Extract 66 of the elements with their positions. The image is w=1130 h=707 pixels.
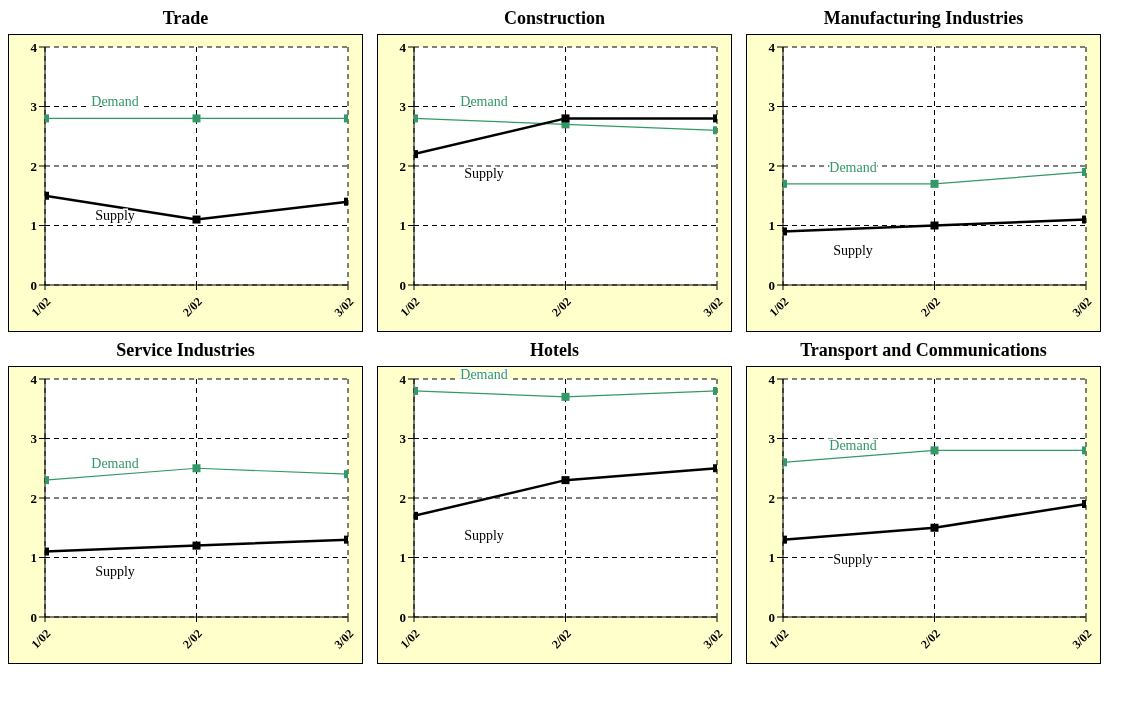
series-label: Demand bbox=[91, 456, 139, 472]
y-tick-label: 3 bbox=[30, 99, 38, 115]
series-label: Supply bbox=[95, 207, 135, 223]
chart-title: Trade bbox=[161, 8, 210, 30]
y-tick-label: 3 bbox=[30, 431, 38, 447]
x-tick-label: 3/02 bbox=[700, 294, 726, 320]
x-tick-label: 1/02 bbox=[766, 294, 792, 320]
y-tick-label: 0 bbox=[399, 609, 406, 625]
x-tick-label: 2/02 bbox=[179, 294, 205, 320]
y-tick-label: 4 bbox=[399, 371, 407, 387]
y-tick-label: 3 bbox=[399, 99, 407, 115]
y-tick-label: 0 bbox=[768, 609, 775, 625]
x-tick-label: 1/02 bbox=[28, 626, 54, 652]
y-tick-label: 0 bbox=[768, 277, 775, 293]
chart-title: Service Industries bbox=[115, 340, 256, 362]
chart-title: Construction bbox=[503, 8, 606, 30]
x-tick-label: 2/02 bbox=[548, 626, 574, 652]
y-tick-label: 4 bbox=[399, 39, 407, 55]
chart-title: Transport and Communications bbox=[799, 340, 1048, 362]
series-label: Demand bbox=[460, 366, 508, 382]
y-tick-label: 3 bbox=[399, 431, 407, 447]
x-tick-label: 1/02 bbox=[397, 294, 423, 320]
y-tick-label: 0 bbox=[30, 277, 37, 293]
y-tick-label: 1 bbox=[399, 218, 406, 234]
y-tick-label: 1 bbox=[768, 550, 775, 566]
series-label: Supply bbox=[464, 527, 504, 543]
y-tick-label: 1 bbox=[30, 550, 37, 566]
x-tick-label: 3/02 bbox=[331, 626, 357, 652]
chart-title: Manufacturing Industries bbox=[822, 8, 1025, 30]
x-tick-label: 3/02 bbox=[1069, 294, 1095, 320]
y-tick-label: 4 bbox=[30, 371, 38, 387]
y-tick-label: 1 bbox=[399, 550, 406, 566]
series-label: Supply bbox=[464, 166, 504, 182]
y-tick-label: 2 bbox=[399, 490, 406, 506]
x-tick-label: 3/02 bbox=[700, 626, 726, 652]
y-tick-label: 4 bbox=[768, 39, 776, 55]
x-tick-label: 3/02 bbox=[331, 294, 357, 320]
x-tick-label: 2/02 bbox=[548, 294, 574, 320]
y-tick-label: 2 bbox=[768, 490, 775, 506]
series-label: Demand bbox=[460, 94, 508, 110]
x-tick-label: 3/02 bbox=[1069, 626, 1095, 652]
y-tick-label: 0 bbox=[399, 277, 406, 293]
y-tick-label: 0 bbox=[30, 609, 37, 625]
x-tick-label: 2/02 bbox=[917, 294, 943, 320]
y-tick-label: 2 bbox=[768, 158, 775, 174]
y-tick-label: 4 bbox=[768, 371, 776, 387]
x-tick-label: 1/02 bbox=[766, 626, 792, 652]
series-label: Demand bbox=[829, 438, 877, 454]
series-label: Supply bbox=[833, 243, 873, 259]
series-label: Demand bbox=[829, 159, 877, 175]
y-tick-label: 2 bbox=[30, 158, 37, 174]
series-label: Supply bbox=[95, 563, 135, 579]
x-tick-label: 2/02 bbox=[179, 626, 205, 652]
x-tick-label: 1/02 bbox=[28, 294, 54, 320]
y-tick-label: 1 bbox=[768, 218, 775, 234]
x-tick-label: 1/02 bbox=[397, 626, 423, 652]
y-tick-label: 2 bbox=[399, 158, 406, 174]
y-tick-label: 1 bbox=[30, 218, 37, 234]
y-tick-label: 4 bbox=[30, 39, 38, 55]
y-tick-label: 2 bbox=[30, 490, 37, 506]
y-tick-label: 3 bbox=[768, 431, 776, 447]
x-tick-label: 2/02 bbox=[917, 626, 943, 652]
y-tick-label: 3 bbox=[768, 99, 776, 115]
series-label: Supply bbox=[833, 551, 873, 567]
chart-title: Hotels bbox=[529, 340, 580, 362]
series-label: Demand bbox=[91, 94, 139, 110]
